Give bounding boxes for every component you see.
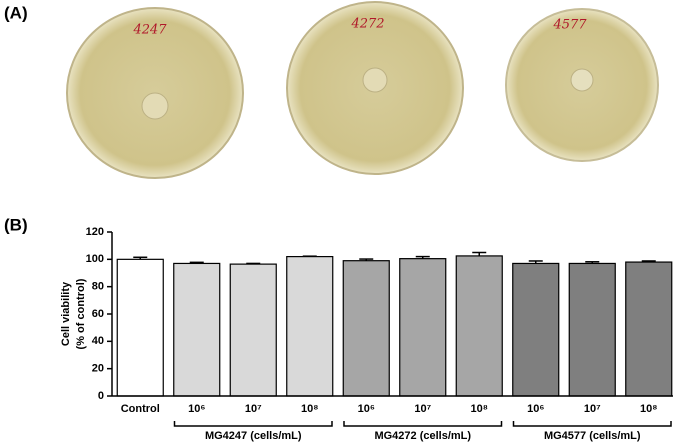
bar — [173, 262, 221, 397]
panel-label: (B) — [4, 215, 28, 234]
bar — [568, 262, 616, 397]
y-tick-label: 20 — [92, 363, 104, 375]
x-tick-label: 10⁸ — [471, 403, 488, 415]
bar — [455, 255, 503, 397]
y-tick-label: 80 — [92, 281, 104, 293]
y-tick-label: 100 — [86, 253, 104, 265]
y-axis-label: Cell viability — [60, 281, 72, 346]
x-tick-label: 10⁷ — [245, 403, 262, 415]
bar — [399, 258, 447, 397]
x-tick-label: 10⁷ — [584, 403, 601, 415]
dish: 4247 — [66, 7, 244, 179]
y-tick-label: 0 — [98, 390, 104, 402]
bar — [286, 256, 334, 397]
bar — [342, 260, 390, 397]
bar — [625, 261, 673, 397]
dish-label: 4247 — [132, 23, 167, 38]
group-label: MG4272 (cells/mL) — [374, 430, 471, 442]
y-axis-label: (% of control) — [75, 278, 87, 349]
x-tick-label: 10⁸ — [640, 403, 657, 415]
panel-label: (A) — [4, 3, 28, 22]
x-tick-label: 10⁷ — [414, 403, 431, 415]
x-tick-label: 10⁶ — [527, 403, 544, 415]
bar — [116, 258, 164, 397]
group-bracket — [512, 421, 672, 427]
dish-label: 4272 — [350, 17, 384, 32]
group-bracket — [343, 421, 503, 427]
group-label: MG4577 (cells/mL) — [544, 430, 641, 442]
y-tick-label: 40 — [92, 335, 104, 347]
group-label: MG4247 (cells/mL) — [205, 430, 302, 442]
dish: 4577 — [505, 8, 659, 162]
dish: 4272 — [286, 1, 464, 175]
bar — [512, 262, 560, 397]
dish-label: 4577 — [552, 18, 587, 33]
bar — [229, 263, 277, 397]
y-tick-label: 60 — [92, 308, 104, 320]
x-tick-label: 10⁶ — [188, 403, 205, 415]
x-tick-label: 10⁶ — [358, 403, 375, 415]
y-tick-label: 120 — [86, 226, 104, 238]
x-tick-label: Control — [121, 403, 160, 415]
group-bracket — [173, 421, 333, 427]
x-tick-label: 10⁸ — [301, 403, 318, 415]
